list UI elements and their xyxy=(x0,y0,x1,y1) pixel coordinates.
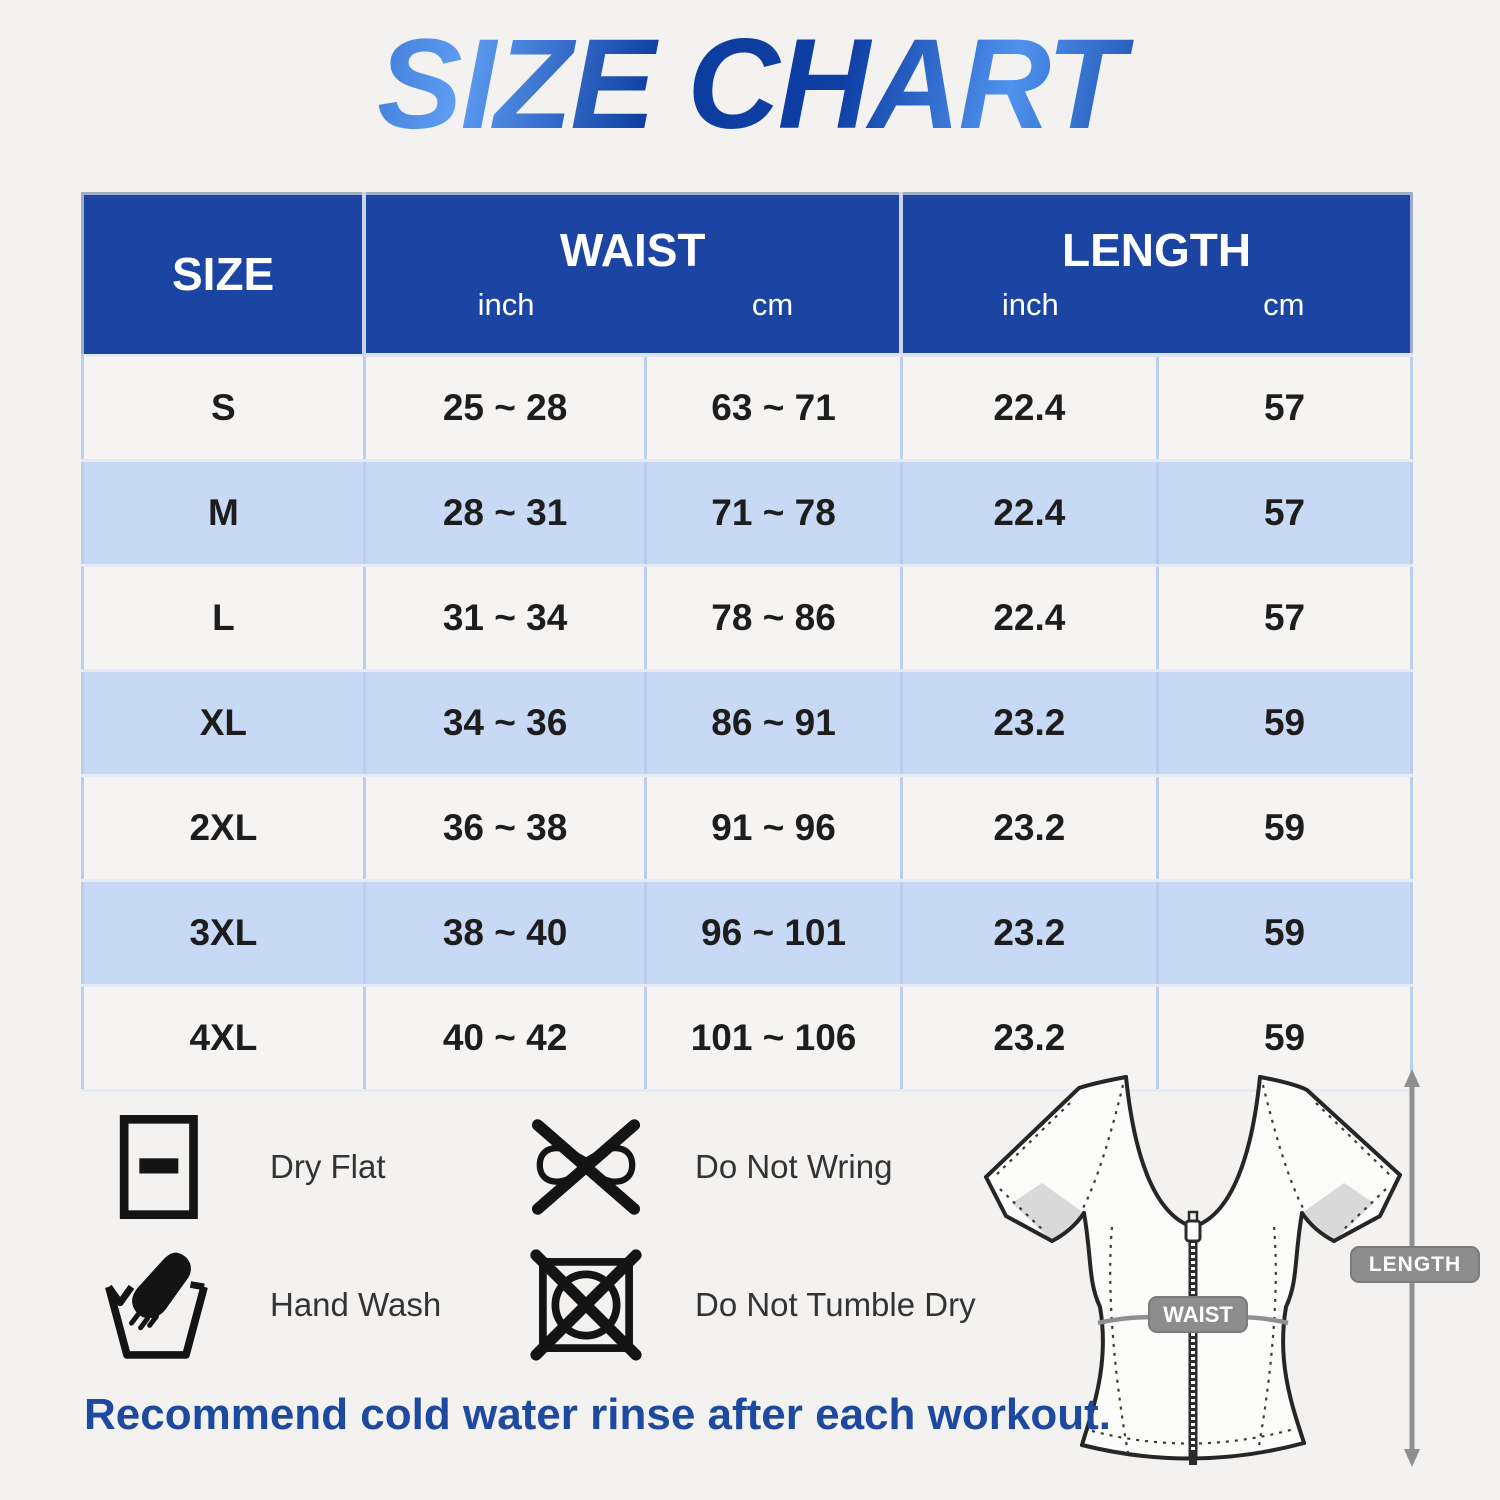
column-header-size: SIZE xyxy=(82,193,367,355)
cell-size: XL xyxy=(81,669,366,777)
cell-length-cm: 59 xyxy=(1156,669,1413,777)
cell-length-inch: 22.4 xyxy=(899,564,1160,672)
cell-waist-cm: 63 ~ 71 xyxy=(644,353,903,462)
waist-badge: WAIST xyxy=(1148,1296,1248,1333)
cell-waist-inch: 40 ~ 42 xyxy=(362,984,648,1092)
cell-waist-inch: 28 ~ 31 xyxy=(362,459,648,567)
care-item-do-not-tumble-dry: Do Not Tumble Dry xyxy=(523,1242,1043,1368)
table-row: 3XL 38 ~ 40 96 ~ 101 23.2 59 xyxy=(81,879,1413,987)
care-label: Dry Flat xyxy=(270,1148,386,1185)
cell-size: 4XL xyxy=(81,984,366,1092)
cell-length-cm: 57 xyxy=(1156,564,1413,672)
cell-length-cm: 59 xyxy=(1156,774,1413,882)
care-item-dry-flat: Dry Flat xyxy=(98,1104,523,1230)
cell-length-inch: 23.2 xyxy=(899,669,1160,777)
cell-waist-cm: 78 ~ 86 xyxy=(644,564,903,672)
table-row: S 25 ~ 28 63 ~ 71 22.4 57 xyxy=(81,353,1413,462)
cell-length-inch: 23.2 xyxy=(899,984,1160,1092)
cell-length-cm: 59 xyxy=(1156,879,1413,987)
dry-flat-icon xyxy=(98,1108,224,1226)
page-title: SIZE CHART xyxy=(0,17,1500,152)
cell-waist-inch: 25 ~ 28 xyxy=(362,353,648,462)
cell-waist-inch: 38 ~ 40 xyxy=(362,879,648,987)
cell-length-inch: 22.4 xyxy=(899,353,1160,462)
garment-seams xyxy=(993,1084,1393,1454)
cell-waist-cm: 101 ~ 106 xyxy=(644,984,903,1092)
sleeve-band-right xyxy=(1302,1183,1374,1241)
cell-length-inch: 23.2 xyxy=(899,774,1160,882)
do-not-wring-icon xyxy=(523,1108,649,1226)
length-badge: LENGTH xyxy=(1350,1246,1480,1283)
cell-size: M xyxy=(81,459,366,567)
cell-length-inch: 22.4 xyxy=(899,459,1160,567)
do-not-tumble-dry-icon xyxy=(523,1246,649,1364)
column-header-length: LENGTH xyxy=(901,193,1412,286)
cell-waist-cm: 91 ~ 96 xyxy=(644,774,903,882)
sleeve-band-left xyxy=(1012,1183,1084,1241)
zipper-pull xyxy=(1184,1219,1202,1243)
cell-size: 3XL xyxy=(81,879,366,987)
cell-waist-cm: 86 ~ 91 xyxy=(644,669,903,777)
cell-waist-cm: 96 ~ 101 xyxy=(644,879,903,987)
size-table-header: SIZE WAIST LENGTH inch cm inch cm xyxy=(82,193,1412,357)
cell-length-cm: 59 xyxy=(1156,984,1413,1092)
care-label: Do Not Tumble Dry xyxy=(695,1286,976,1323)
column-header-waist: WAIST xyxy=(364,193,904,286)
cell-waist-inch: 36 ~ 38 xyxy=(362,774,648,882)
care-item-do-not-wring: Do Not Wring xyxy=(523,1104,1043,1230)
size-table: SIZE WAIST LENGTH inch cm inch cm S 25 ~… xyxy=(81,192,1413,1092)
cell-waist-inch: 31 ~ 34 xyxy=(362,564,648,672)
unit-header-waist-cm: cm xyxy=(645,286,904,357)
table-row: 2XL 36 ~ 38 91 ~ 96 23.2 59 xyxy=(81,774,1413,882)
hand-wash-icon xyxy=(98,1246,224,1364)
care-item-hand-wash: Hand Wash xyxy=(98,1242,523,1368)
cell-size: 2XL xyxy=(81,774,366,882)
cell-length-cm: 57 xyxy=(1156,353,1413,462)
care-label: Do Not Wring xyxy=(695,1148,893,1185)
cell-size: S xyxy=(81,353,366,462)
table-row: L 31 ~ 34 78 ~ 86 22.4 57 xyxy=(81,564,1413,672)
care-label: Hand Wash xyxy=(270,1286,442,1323)
unit-header-length-inch: inch xyxy=(901,286,1158,357)
zipper xyxy=(1184,1210,1202,1465)
cell-length-inch: 23.2 xyxy=(899,879,1160,987)
footer-note: Recommend cold water rinse after each wo… xyxy=(84,1390,1111,1439)
care-instructions: Dry Flat Do Not Wring xyxy=(98,1104,1043,1368)
unit-header-length-cm: cm xyxy=(1157,286,1412,357)
cell-size: L xyxy=(81,564,366,672)
table-row: XL 34 ~ 36 86 ~ 91 23.2 59 xyxy=(81,669,1413,777)
unit-header-waist-inch: inch xyxy=(364,286,646,357)
table-row: M 28 ~ 31 71 ~ 78 22.4 57 xyxy=(81,459,1413,567)
cell-waist-inch: 34 ~ 36 xyxy=(362,669,648,777)
cell-waist-cm: 71 ~ 78 xyxy=(644,459,903,567)
cell-length-cm: 57 xyxy=(1156,459,1413,567)
garment-diagram xyxy=(984,1069,1420,1467)
table-row: 4XL 40 ~ 42 101 ~ 106 23.2 59 xyxy=(81,984,1413,1092)
